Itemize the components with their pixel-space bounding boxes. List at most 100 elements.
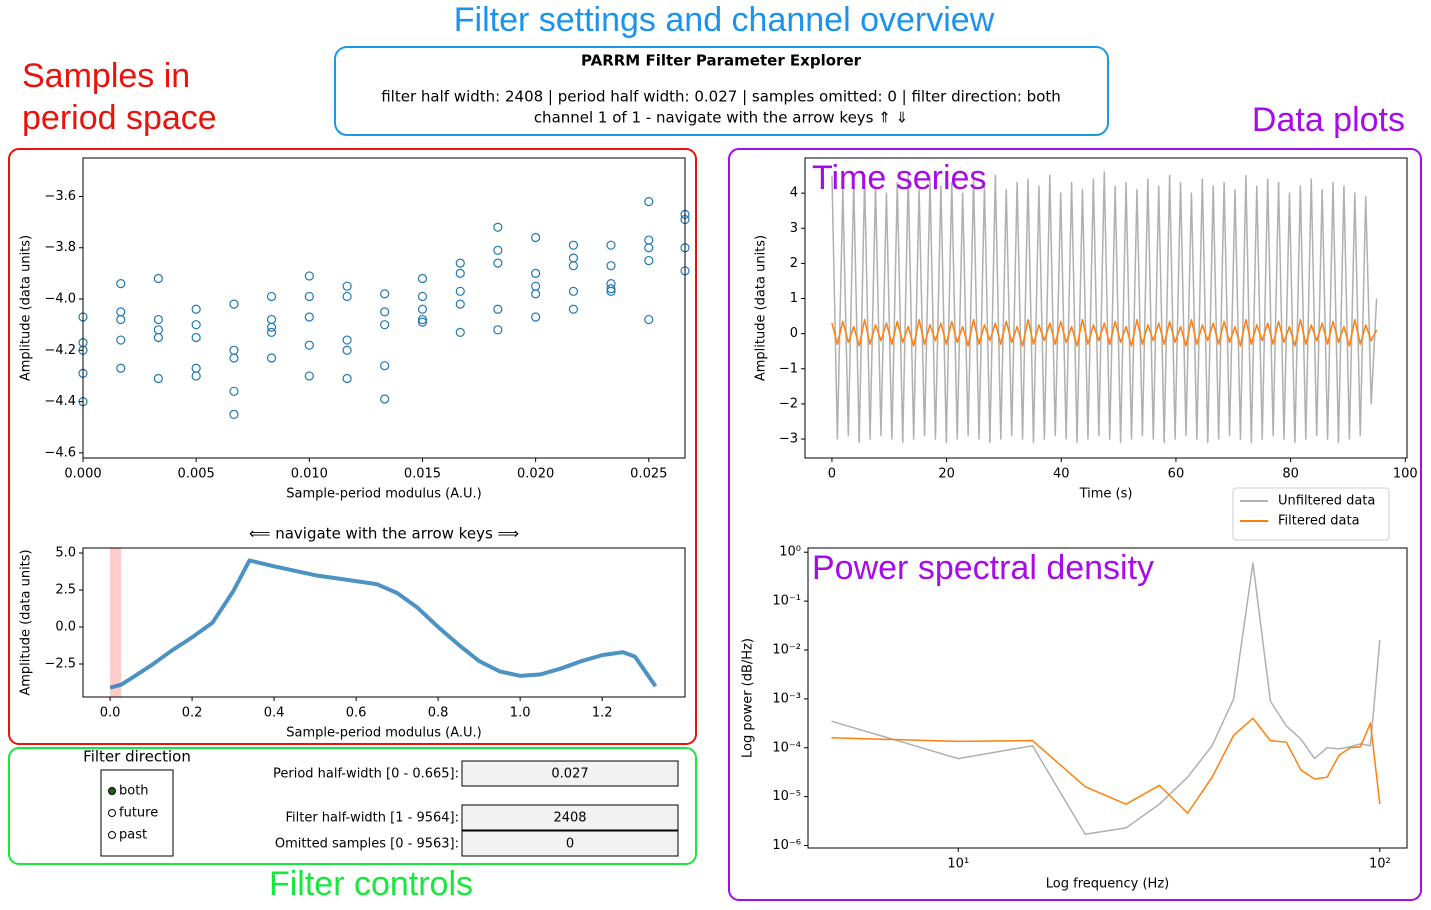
y-tick-label: −4.2 [44, 343, 76, 358]
radio-button[interactable] [108, 787, 116, 795]
data-point [455, 327, 465, 337]
x-tick-label: 60 [1168, 467, 1185, 482]
y-tick-label: 10⁻¹ [772, 594, 801, 609]
data-point [191, 332, 201, 343]
data-point [380, 361, 390, 371]
data-point [417, 317, 428, 327]
radio-button[interactable] [108, 831, 116, 839]
data-point [606, 240, 616, 250]
y-tick-label: 0.0 [55, 620, 76, 635]
data-point [455, 258, 465, 268]
data-point [153, 273, 163, 284]
data-point [417, 304, 428, 314]
data-point [493, 325, 503, 335]
x-tick-label: 0.015 [404, 467, 441, 482]
data-point [191, 304, 201, 314]
y-tick-label: 5.0 [55, 546, 76, 561]
y-tick-label: 0 [790, 326, 798, 341]
data-point [531, 281, 541, 291]
input-value[interactable]: 0.027 [551, 767, 588, 782]
x-axis-label: Time (s) [1079, 487, 1133, 502]
data-point [644, 196, 654, 207]
radio-label[interactable]: future [119, 806, 158, 821]
field-label: Omitted samples [0 - 9563]: [275, 837, 459, 852]
x-tick-label: 0.0 [100, 706, 121, 721]
data-point [380, 307, 390, 317]
text-input[interactable] [461, 804, 679, 831]
y-tick-label: −4.6 [44, 445, 76, 460]
data-point [568, 286, 579, 296]
data-point [116, 307, 126, 317]
y-axis-label: Amplitude (data units) [19, 549, 34, 695]
x-tick-label: 40 [1053, 467, 1070, 482]
data-point [153, 332, 163, 343]
radio-label[interactable]: both [119, 784, 149, 799]
data-point [116, 279, 126, 289]
data-point [304, 291, 314, 302]
data-point [229, 386, 239, 396]
y-tick-label: −4.4 [44, 394, 76, 409]
data-point [304, 340, 314, 350]
y-tick-label: 10⁰ [779, 545, 801, 560]
text-input[interactable] [461, 760, 679, 787]
controls-panel [8, 747, 697, 865]
legend-label: Filtered data [1278, 514, 1360, 529]
y-axis-label: Log power (dB/Hz) [741, 638, 756, 758]
data-point [531, 268, 541, 278]
data-point [266, 314, 277, 325]
x-axis-label: Sample-period modulus (A.U.) [286, 487, 481, 502]
data-point [531, 289, 541, 299]
data-point [304, 271, 314, 281]
x-axis-label: Log frequency (Hz) [1046, 877, 1169, 892]
data-point [380, 289, 390, 299]
x-tick-label: 0.8 [428, 706, 449, 721]
data-point [568, 253, 579, 263]
y-tick-label: −3.8 [44, 240, 76, 255]
radio-button[interactable] [108, 809, 116, 817]
data-line [831, 717, 1381, 814]
data-point [493, 222, 503, 232]
samples-panel [8, 148, 697, 745]
data-point [342, 291, 352, 302]
y-tick-label: 2.5 [55, 583, 76, 598]
data-point [493, 245, 503, 255]
y-tick-label: −3 [779, 432, 798, 447]
x-tick-label: 100 [1393, 467, 1418, 482]
data-point [229, 345, 239, 355]
data-point [606, 286, 616, 296]
x-tick-label: 0.020 [517, 467, 554, 482]
data-point [229, 299, 239, 309]
data-point [493, 258, 503, 268]
data-point [116, 335, 126, 345]
data-point [380, 394, 390, 404]
annotation: Data plots [1252, 101, 1405, 139]
data-point [644, 235, 654, 245]
x-tick-label: 1.2 [592, 706, 613, 721]
radio-label[interactable]: past [119, 828, 147, 843]
chart-title: ⟸ navigate with the arrow keys ⟹ [249, 525, 519, 543]
data-point [380, 320, 390, 330]
data-point [304, 371, 314, 381]
input-value[interactable]: 0 [566, 837, 574, 852]
input-value[interactable]: 2408 [553, 811, 586, 826]
x-tick-label: 0.4 [264, 706, 285, 721]
y-tick-label: 10⁻⁵ [772, 789, 801, 804]
y-tick-label: −2.5 [44, 657, 76, 672]
data-point [606, 261, 616, 271]
data-point [342, 373, 352, 384]
data-point [568, 304, 579, 314]
data-point [644, 314, 654, 325]
legend-label: Unfiltered data [1278, 494, 1375, 509]
x-tick-label: 0.005 [178, 467, 215, 482]
y-tick-label: −1 [779, 361, 798, 376]
x-tick-label: 0.6 [346, 706, 367, 721]
x-tick-label: 80 [1282, 467, 1299, 482]
data-point [266, 322, 277, 332]
text-input[interactable] [461, 830, 679, 857]
x-tick-label: 0.025 [630, 467, 667, 482]
field-label: Filter half-width [1 - 9564]: [285, 811, 459, 826]
plot-frame [82, 157, 686, 459]
x-tick-label: 10² [1369, 857, 1391, 872]
plots-panel [728, 148, 1422, 901]
data-point [644, 243, 654, 253]
